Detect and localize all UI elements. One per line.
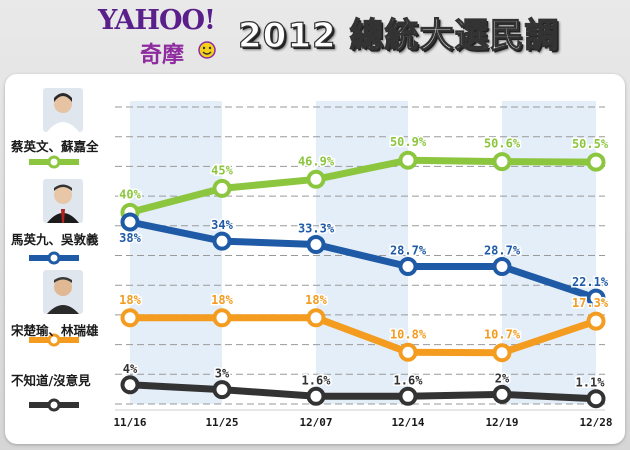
series-line bbox=[126, 156, 600, 216]
legend-label: 宋楚瑜、林瑞雄 bbox=[11, 323, 99, 338]
brand-word: YAHOO! bbox=[98, 5, 216, 36]
x-tick-label: 11/16 bbox=[113, 416, 146, 429]
legend-item-undecided: 不知道/沒意見 bbox=[11, 370, 121, 420]
data-point bbox=[212, 308, 232, 328]
data-label: 4% bbox=[123, 362, 138, 376]
legend-swatch-marker bbox=[47, 251, 61, 265]
data-point bbox=[492, 343, 512, 363]
data-label: 46.9% bbox=[298, 154, 335, 168]
legend-swatch-marker bbox=[47, 155, 61, 169]
chart-panel: 40% 45% 46.9% 50.9% 50.6% 50.5% 38% 34% 33.3% 28.… bbox=[5, 74, 625, 444]
line-chart: 40% 45% 46.9% 50.9% 50.6% 50.5% 38% 34% 33.3% 28.… bbox=[29, 101, 613, 429]
data-label: 1.1% bbox=[576, 376, 606, 390]
candidate-photo-icon bbox=[43, 270, 83, 314]
x-tick-label: 12/28 bbox=[579, 416, 612, 429]
data-label: 45% bbox=[211, 163, 233, 177]
legend-swatch-marker bbox=[47, 333, 61, 347]
data-label: 10.8% bbox=[390, 327, 427, 341]
data-point bbox=[306, 308, 326, 328]
x-tick-label: 11/25 bbox=[205, 416, 238, 429]
data-point bbox=[306, 386, 326, 406]
smiley-icon bbox=[198, 41, 216, 59]
data-point bbox=[398, 342, 418, 362]
legend-item-pfp: 宋楚瑜、林瑞雄 bbox=[11, 270, 121, 360]
data-label: 1.6% bbox=[394, 373, 424, 387]
data-label: 1.6% bbox=[302, 373, 332, 387]
x-tick-label: 12/07 bbox=[299, 416, 332, 429]
candidate-photo-icon bbox=[43, 88, 83, 132]
data-label: 50.6% bbox=[484, 137, 521, 151]
data-point bbox=[586, 389, 606, 409]
data-point bbox=[586, 311, 606, 331]
data-label: 10.7% bbox=[484, 328, 521, 342]
legend-label: 蔡英文、蘇嘉全 bbox=[11, 139, 99, 154]
background-band bbox=[502, 101, 596, 404]
data-label: 28.7% bbox=[484, 244, 521, 258]
legend-label: 不知道/沒意見 bbox=[11, 373, 91, 388]
data-label: 40% bbox=[119, 187, 141, 201]
data-label: 3% bbox=[215, 367, 230, 381]
x-tick-label: 12/14 bbox=[391, 416, 424, 429]
page-title: 2012 總統大選民調 bbox=[237, 15, 560, 56]
data-label: 18% bbox=[211, 293, 233, 307]
series-line bbox=[126, 218, 600, 302]
series-line bbox=[126, 314, 600, 357]
x-tick-label: 12/19 bbox=[485, 416, 518, 429]
data-point bbox=[398, 386, 418, 406]
legend-label: 馬英九、吳敦義 bbox=[11, 232, 99, 247]
brand-sub: 奇摩 bbox=[140, 43, 185, 68]
data-point bbox=[212, 231, 232, 251]
data-label: 34% bbox=[211, 218, 233, 232]
data-point bbox=[120, 375, 140, 395]
data-label: 50.5% bbox=[572, 137, 609, 151]
data-label: 18% bbox=[305, 293, 327, 307]
data-label: 38% bbox=[119, 231, 141, 245]
yahoo-logo: YAHOO! 奇摩 bbox=[98, 5, 228, 68]
data-point bbox=[586, 152, 606, 172]
data-point bbox=[492, 152, 512, 172]
data-point bbox=[492, 384, 512, 404]
data-point bbox=[306, 235, 326, 254]
data-point bbox=[120, 308, 140, 328]
data-point bbox=[306, 169, 326, 189]
legend-swatch-marker bbox=[47, 398, 61, 412]
legend-item-kmt: 馬英九、吳敦義 bbox=[11, 179, 121, 263]
background-band bbox=[130, 101, 222, 404]
data-label: 28.7% bbox=[390, 244, 427, 258]
data-point bbox=[212, 178, 232, 198]
data-point bbox=[586, 288, 606, 308]
legend-item-dpp: 蔡英文、蘇嘉全 bbox=[11, 80, 121, 164]
data-point bbox=[492, 257, 512, 276]
candidate-photo-icon bbox=[43, 179, 83, 223]
data-point bbox=[398, 257, 418, 276]
data-label: 33.3% bbox=[298, 222, 335, 236]
data-point bbox=[212, 380, 232, 400]
header: YAHOO! 奇摩 2012 總統大選民調 bbox=[0, 0, 630, 70]
data-point bbox=[120, 212, 140, 232]
series-line bbox=[126, 381, 600, 403]
data-label: 17.3% bbox=[572, 296, 609, 310]
data-label: 18% bbox=[119, 293, 141, 307]
data-label: 22.1% bbox=[572, 275, 609, 289]
data-label: 50.9% bbox=[390, 135, 427, 149]
data-label: 2% bbox=[495, 371, 510, 385]
data-point bbox=[398, 150, 418, 170]
